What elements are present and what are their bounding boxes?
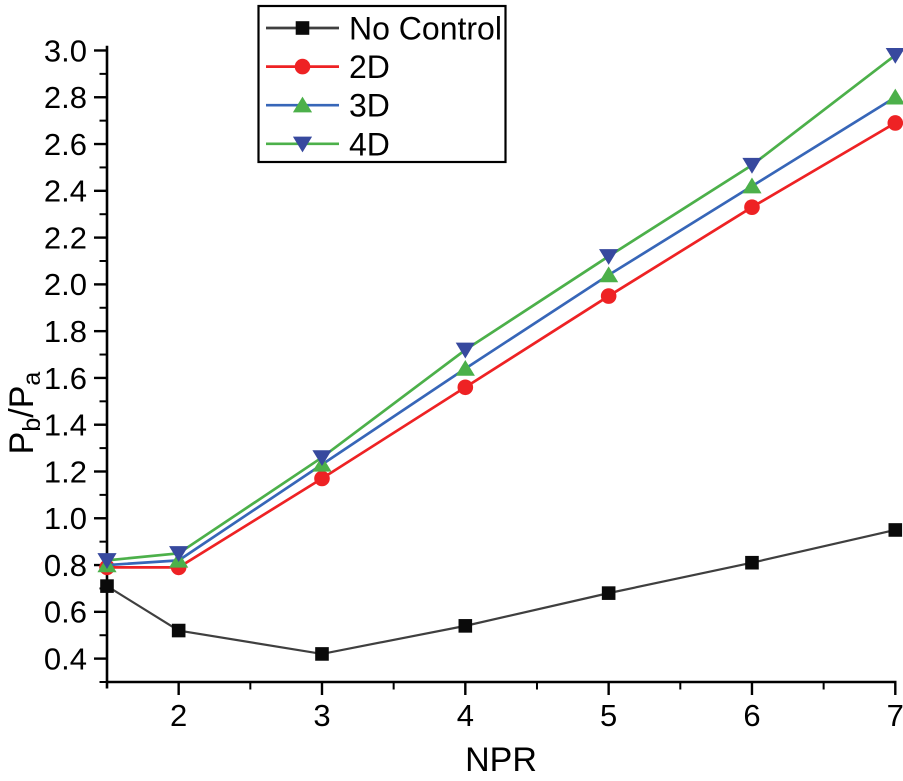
data-point-3d (455, 359, 475, 376)
x-tick-label: 2 (170, 698, 187, 733)
data-point-no-control (601, 586, 616, 600)
y-tick-label: 0.4 (44, 641, 87, 676)
y-tick-label: 2.6 (44, 127, 87, 162)
x-tick-label: 6 (743, 698, 760, 733)
y-tick-label: 1.8 (44, 314, 87, 349)
y-tick-label: 2.8 (44, 80, 87, 115)
data-point-2d (744, 199, 760, 215)
y-axis-title: Pb/Pa (3, 372, 46, 455)
y-tick-label: 1.2 (44, 454, 87, 489)
x-tick-label: 4 (457, 698, 474, 733)
y-tick-label: 2.0 (44, 267, 87, 302)
x-tick-label: 7 (887, 698, 903, 733)
data-point-2d (600, 288, 617, 304)
y-tick-label: 1.0 (44, 501, 87, 536)
y-tick-label: 2.2 (44, 220, 87, 255)
y-tick-label: 2.4 (44, 174, 87, 209)
data-point-4d (455, 342, 475, 359)
data-point-4d (97, 553, 117, 569)
y-axis-title-part: a (18, 372, 46, 386)
y-axis-title-part: b (18, 418, 46, 432)
y-tick-label: 1.4 (44, 408, 87, 443)
series-line-no-control (106, 528, 896, 656)
legend-marker (292, 136, 313, 153)
data-point-4d (599, 249, 619, 265)
data-point-2d (457, 379, 474, 396)
data-point-3d (742, 177, 762, 194)
y-axis-title-part: /P (3, 386, 41, 418)
data-point-no-control (458, 619, 473, 633)
data-point-no-control (888, 523, 903, 537)
data-point-2d (887, 115, 903, 131)
data-point-4d (312, 450, 332, 467)
data-point-no-control (745, 555, 759, 570)
y-tick-label: 0.6 (44, 595, 87, 630)
data-point-no-control (171, 623, 186, 638)
legend-entry-label: 2D (349, 49, 390, 85)
legend-entry-label: 4D (349, 126, 390, 162)
data-point-3d (885, 88, 903, 105)
data-point-4d (742, 157, 762, 174)
data-point-no-control (315, 647, 329, 661)
legend-entry-label: No Control (349, 11, 502, 47)
y-tick-label: 3.0 (44, 33, 87, 68)
legend-entry-label: 3D (349, 88, 390, 124)
legend-marker (294, 58, 311, 75)
x-axis-title: NPR (465, 741, 537, 779)
x-tick-label: 5 (600, 698, 617, 733)
legend-marker (295, 21, 310, 35)
legend-marker (292, 96, 313, 113)
y-axis-title-part: P (3, 432, 41, 455)
x-tick-label: 3 (313, 698, 330, 733)
y-tick-label: 1.6 (44, 361, 87, 396)
y-tick-label: 0.8 (44, 548, 87, 583)
series-line-3d (106, 96, 897, 567)
data-point-3d (599, 266, 619, 283)
data-point-4d (885, 47, 903, 64)
data-point-4d (169, 546, 189, 562)
data-point-no-control (100, 579, 114, 593)
data-point-2d (314, 470, 330, 487)
